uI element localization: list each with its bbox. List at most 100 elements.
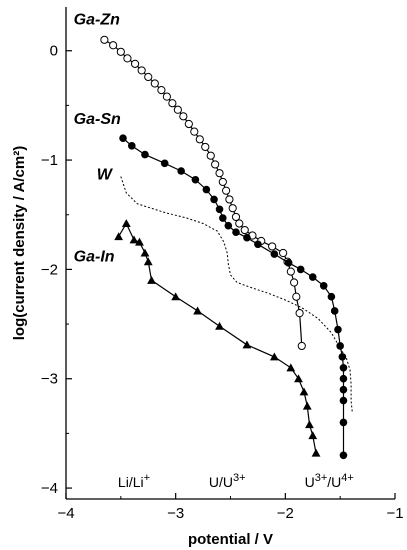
- series-layer: [100, 35, 353, 460]
- data-point: [157, 85, 166, 95]
- data-point: [297, 341, 306, 351]
- data-point: [177, 167, 185, 175]
- data-point: [294, 374, 303, 383]
- data-point: [225, 195, 234, 204]
- data-point: [231, 212, 241, 222]
- data-point: [114, 232, 124, 241]
- data-point: [296, 265, 305, 274]
- series-label-ga-zn: Ga-Zn: [74, 11, 120, 28]
- data-point: [179, 112, 188, 121]
- data-point: [330, 307, 339, 315]
- data-point: [202, 185, 211, 194]
- data-point: [339, 374, 348, 383]
- data-point: [168, 99, 177, 108]
- reference-label-0: Li/Li+: [118, 472, 150, 490]
- data-point: [290, 278, 299, 287]
- data-point: [215, 321, 224, 330]
- data-point: [254, 240, 262, 249]
- series-label-ga-in: Ga-In: [74, 249, 115, 266]
- data-point: [339, 385, 348, 394]
- data-point: [173, 105, 182, 114]
- data-point: [336, 342, 344, 350]
- data-point: [279, 248, 288, 258]
- data-point: [150, 79, 159, 88]
- data-point: [224, 221, 233, 230]
- data-point: [195, 135, 204, 144]
- series-w: [120, 176, 353, 412]
- reference-label-1: U/U3+: [209, 472, 246, 490]
- data-point: [339, 364, 348, 372]
- data-point: [193, 306, 202, 315]
- x-tick-label: −2: [277, 505, 294, 522]
- data-point: [270, 250, 279, 258]
- data-point: [123, 54, 132, 63]
- series-line: [104, 39, 303, 346]
- data-point: [319, 282, 328, 290]
- data-point: [130, 59, 140, 68]
- data-point: [339, 396, 348, 405]
- data-point: [242, 340, 252, 349]
- data-point: [211, 160, 220, 169]
- data-point: [222, 186, 231, 195]
- y-tick-label: −4: [41, 480, 58, 497]
- data-point: [295, 309, 304, 318]
- data-point: [240, 225, 249, 235]
- data-point: [135, 237, 144, 246]
- data-point: [129, 235, 139, 244]
- data-point: [160, 159, 169, 168]
- data-point: [190, 127, 199, 136]
- y-tick-label: −1: [41, 152, 58, 169]
- data-point: [206, 151, 215, 160]
- data-point: [269, 352, 279, 361]
- data-point: [140, 248, 150, 257]
- data-point: [147, 275, 156, 284]
- data-point: [144, 72, 153, 82]
- data-point: [327, 292, 336, 301]
- ticks: −4 −3 −2 −1 0 −1 −2 −3 −4: [41, 43, 404, 522]
- data-point: [210, 195, 218, 204]
- series-ga-zn: [100, 35, 306, 351]
- labels: potential / V log(current density / A/cm²…: [11, 11, 354, 548]
- y-tick-label: 0: [50, 43, 58, 60]
- data-point: [191, 175, 200, 184]
- x-axis-label: potential / V: [188, 531, 273, 548]
- data-point: [305, 420, 314, 429]
- y-axis-label: log(current density / A/cm²): [11, 146, 28, 340]
- data-point: [268, 242, 277, 251]
- series-line: [120, 176, 353, 412]
- data-point: [218, 177, 227, 187]
- data-point: [184, 119, 193, 129]
- data-point: [311, 448, 321, 457]
- data-point: [109, 41, 118, 50]
- data-point: [302, 401, 312, 410]
- data-point: [171, 292, 181, 301]
- y-tick-label: −3: [41, 371, 58, 388]
- data-point: [162, 92, 171, 101]
- data-point: [286, 363, 296, 372]
- data-point: [121, 219, 131, 227]
- x-tick-label: −1: [386, 505, 403, 522]
- data-point: [215, 205, 224, 214]
- data-point: [334, 325, 342, 334]
- data-point: [308, 431, 318, 440]
- data-point: [219, 214, 227, 222]
- data-point: [235, 219, 244, 228]
- data-point: [308, 273, 317, 281]
- data-point: [201, 142, 210, 152]
- data-point: [284, 259, 293, 267]
- data-point: [292, 292, 301, 301]
- data-point: [339, 418, 348, 427]
- data-point: [137, 66, 146, 75]
- y-tick-label: −2: [41, 261, 58, 278]
- data-point: [228, 204, 237, 213]
- data-point: [100, 35, 109, 44]
- data-point: [119, 134, 127, 142]
- reference-label-2: U3+/U4+: [305, 472, 354, 490]
- series-ga-in: [114, 219, 321, 457]
- data-point: [141, 150, 149, 159]
- data-point: [232, 228, 240, 237]
- data-point: [286, 267, 295, 276]
- data-point: [339, 451, 348, 460]
- series-ga-sn: [119, 134, 348, 460]
